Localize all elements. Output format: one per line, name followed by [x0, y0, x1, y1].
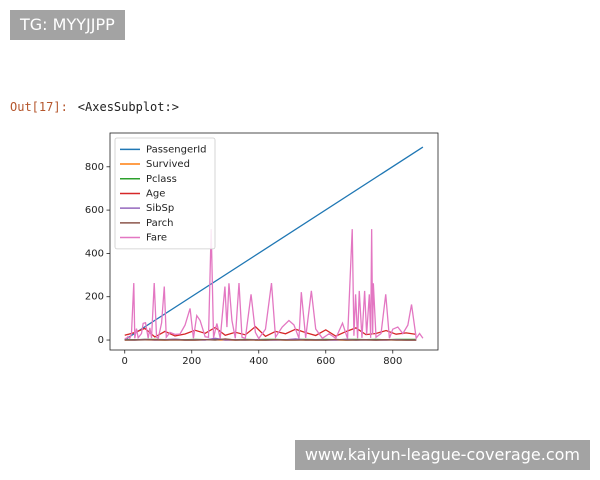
legend-label: Fare	[146, 233, 167, 244]
y-tick-label: 200	[85, 292, 104, 303]
watermark: www.kaiyun-league-coverage.com	[294, 440, 590, 470]
output-cell: Out[17]: <AxesSubplot:>	[10, 100, 179, 114]
x-tick-label: 800	[383, 356, 402, 367]
x-tick-label: 600	[316, 356, 335, 367]
x-tick-label: 400	[249, 356, 268, 367]
y-tick-label: 800	[85, 162, 104, 173]
x-tick-label: 200	[182, 356, 201, 367]
plot-frame	[109, 132, 439, 351]
legend-label: PassengerId	[146, 144, 207, 155]
legend-box	[114, 137, 216, 250]
legend-label: Pclass	[146, 174, 177, 185]
x-tick-label: 0	[122, 356, 128, 367]
legend-label: Survived	[146, 159, 190, 170]
y-tick-label: 400	[85, 248, 104, 259]
series-line	[124, 229, 424, 341]
legend-label: Parch	[146, 218, 173, 229]
y-tick-label: 0	[98, 335, 104, 346]
y-tick-label: 600	[85, 205, 104, 216]
series-line	[124, 325, 417, 338]
series-line	[124, 338, 417, 341]
watermark: TG: MYYJJPP	[10, 10, 125, 40]
legend-label: SibSp	[146, 203, 174, 214]
legend-label: Age	[146, 188, 165, 199]
series-line	[124, 146, 424, 341]
output-prompt: Out[17]:	[10, 100, 68, 114]
output-text: <AxesSubplot:>	[77, 100, 179, 114]
